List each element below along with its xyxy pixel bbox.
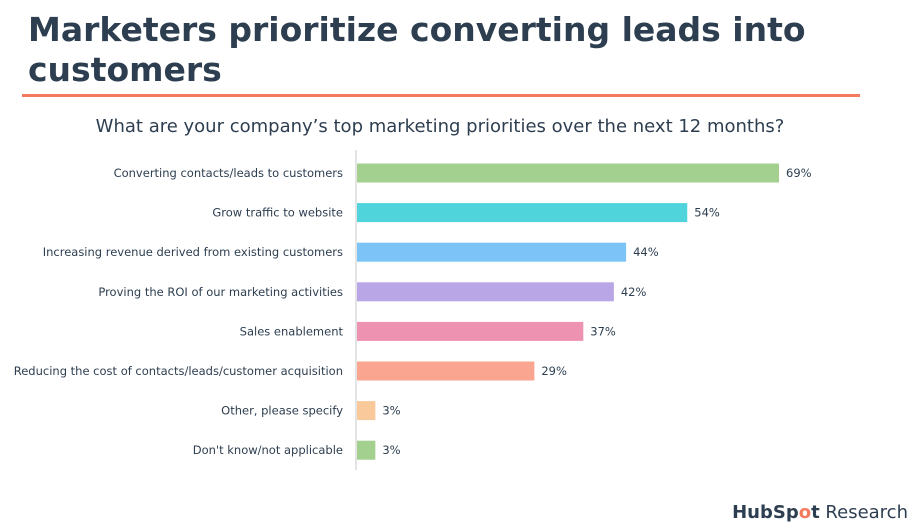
title-underline bbox=[22, 94, 860, 97]
logo-brand-start: HubSp bbox=[732, 502, 799, 523]
value-label: 3% bbox=[382, 404, 400, 418]
bar-chart: Converting contacts/leads to customers 69… bbox=[14, 150, 812, 470]
bar bbox=[357, 440, 376, 460]
value-label: 69% bbox=[786, 166, 812, 180]
logo-suffix: Research bbox=[819, 502, 908, 523]
category-label: Don't know/not applicable bbox=[193, 443, 343, 457]
category-label: Converting contacts/leads to customers bbox=[114, 166, 343, 180]
value-label: 54% bbox=[694, 206, 720, 220]
category-label: Increasing revenue derived from existing… bbox=[43, 245, 343, 259]
value-label: 44% bbox=[633, 245, 659, 259]
bar bbox=[357, 361, 535, 381]
value-label: 42% bbox=[621, 285, 647, 299]
category-label: Sales enablement bbox=[240, 324, 344, 338]
value-label: 37% bbox=[590, 324, 616, 338]
value-label: 3% bbox=[382, 443, 400, 457]
category-label: Proving the ROI of our marketing activit… bbox=[98, 285, 343, 299]
logo-brand-accent: o bbox=[798, 502, 812, 523]
category-label: Grow traffic to website bbox=[212, 206, 343, 220]
bar bbox=[357, 401, 376, 421]
category-label: Other, please specify bbox=[221, 404, 343, 418]
chart-title: Marketers prioritize converting leads in… bbox=[28, 10, 806, 89]
chart-question: What are your company’s top marketing pr… bbox=[95, 116, 785, 137]
bar bbox=[357, 163, 779, 183]
bar bbox=[357, 321, 584, 341]
category-label: Reducing the cost of contacts/leads/cust… bbox=[14, 364, 343, 378]
hubspot-research-logo: HubSpot Research bbox=[732, 502, 908, 523]
bar bbox=[357, 242, 627, 262]
logo-brand-end: t bbox=[811, 502, 820, 523]
bar bbox=[357, 282, 614, 302]
bar bbox=[357, 203, 688, 223]
value-label: 29% bbox=[541, 364, 567, 378]
